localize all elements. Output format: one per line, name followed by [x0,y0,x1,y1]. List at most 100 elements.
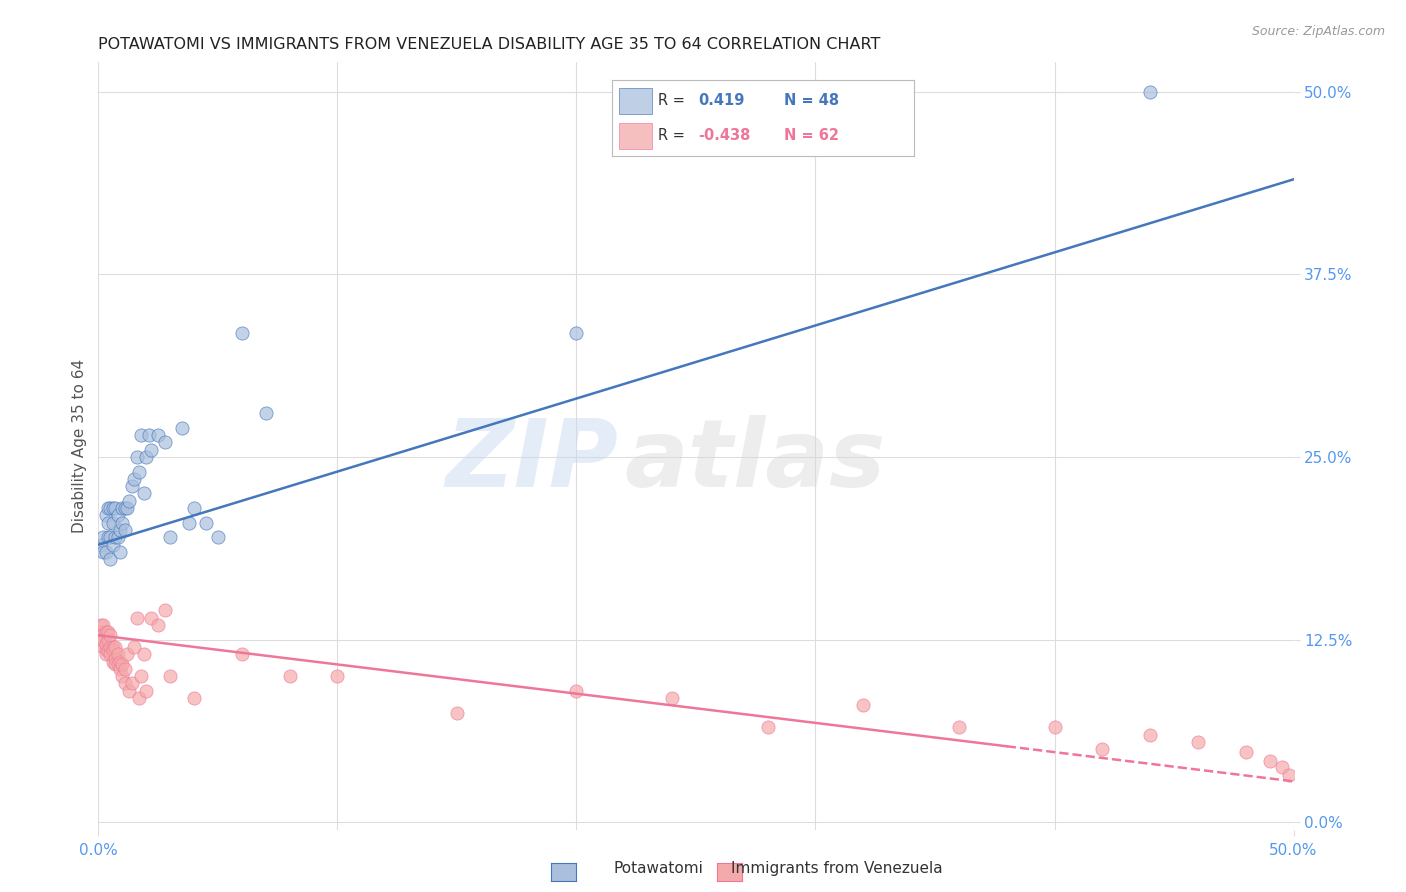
Point [1043,720,1066,734]
Point [111,501,134,516]
Point [446,706,468,720]
Point [98,552,122,566]
Point [159,530,181,544]
Point [565,683,588,698]
Point [155,603,177,617]
Point [104,530,127,544]
Point [97,632,120,647]
Point [91,530,114,544]
Text: 0.419: 0.419 [697,94,744,108]
Point [114,662,136,676]
Point [111,657,134,672]
Point [91,628,114,642]
Point [118,493,141,508]
Point [115,501,138,516]
Point [108,662,131,676]
Point [1139,85,1161,99]
Point [98,530,122,544]
Text: Potawatomi: Potawatomi [613,861,703,876]
Bar [619,123,652,149]
Point [121,676,143,690]
Point [179,516,201,530]
Point [1187,735,1209,749]
Point [97,501,120,516]
Point [132,647,155,661]
Point [148,618,170,632]
Point [101,643,124,657]
Point [101,640,124,654]
Point [148,428,170,442]
Point [91,640,114,654]
Point [97,516,120,530]
Point [155,435,177,450]
Text: N = 48: N = 48 [785,94,839,108]
Text: R =: R = [658,128,690,143]
Point [852,114,875,128]
Point [124,640,146,654]
Point [94,643,117,657]
Point [114,501,136,516]
Bar [619,88,652,113]
Point [108,545,131,559]
Point [115,647,138,661]
Point [1271,760,1294,774]
Point [326,669,349,683]
Text: ZIP: ZIP [446,416,619,508]
Point [565,326,588,340]
Text: atlas: atlas [624,416,886,508]
Point [124,472,146,486]
Point [98,501,122,516]
Point [231,647,253,661]
Point [101,501,124,516]
Point [107,657,129,672]
Point [207,530,229,544]
Point [90,632,112,647]
Text: -0.438: -0.438 [697,128,751,143]
Point [172,421,194,435]
Point [128,691,150,706]
Point [91,618,114,632]
Text: Immigrants from Venezuela: Immigrants from Venezuela [731,861,943,876]
Point [661,691,683,706]
Point [107,647,129,661]
Point [94,625,117,640]
Text: Source: ZipAtlas.com: Source: ZipAtlas.com [1251,25,1385,38]
Point [94,508,117,523]
Point [97,530,120,544]
Point [183,501,205,516]
Point [135,683,157,698]
Point [132,486,155,500]
Point [104,651,127,665]
Point [91,545,114,559]
Point [125,450,148,464]
Point [101,655,124,669]
Text: POTAWATOMI VS IMMIGRANTS FROM VENEZUELA DISABILITY AGE 35 TO 64 CORRELATION CHAR: POTAWATOMI VS IMMIGRANTS FROM VENEZUELA … [98,37,880,52]
Point [1258,754,1281,768]
Point [114,523,136,537]
Point [139,442,162,457]
Point [94,637,117,651]
Point [139,610,162,624]
Point [108,523,131,537]
Point [948,720,970,734]
Point [97,625,120,640]
Point [107,530,129,544]
Point [101,516,124,530]
Point [90,538,112,552]
Point [114,676,136,690]
Point [107,508,129,523]
Point [91,632,114,647]
Point [1139,728,1161,742]
Point [159,669,181,683]
Point [852,698,875,713]
Point [1278,768,1301,782]
Point [104,501,127,516]
Point [278,669,301,683]
Point [131,428,153,442]
Point [94,647,117,661]
Point [111,516,134,530]
Y-axis label: Disability Age 35 to 64: Disability Age 35 to 64 [72,359,87,533]
Point [94,545,117,559]
Point [97,643,120,657]
Point [183,691,205,706]
